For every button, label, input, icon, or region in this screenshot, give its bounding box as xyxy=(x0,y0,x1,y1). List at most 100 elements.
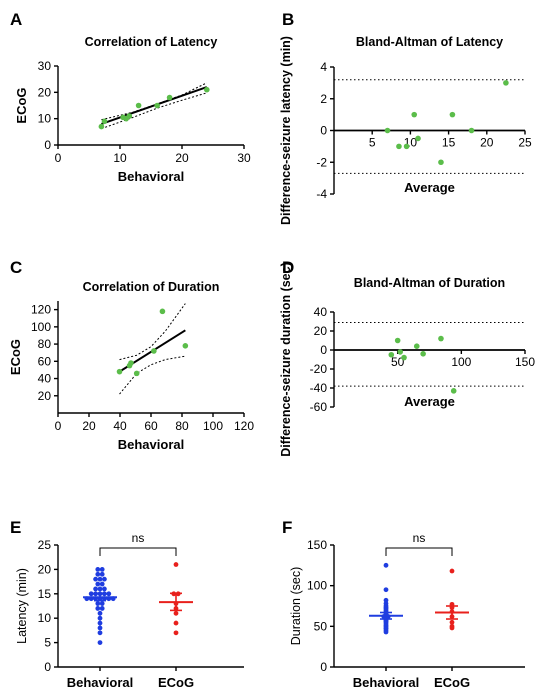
data-point xyxy=(97,620,103,626)
confidence-band-lower xyxy=(119,355,186,395)
data-point xyxy=(411,111,418,118)
data-point xyxy=(173,562,179,567)
data-point xyxy=(95,567,101,572)
y-axis-label: Latency (min) xyxy=(15,568,29,644)
data-point xyxy=(93,586,98,592)
x-tick-label: 40 xyxy=(113,419,127,433)
data-point xyxy=(394,337,401,344)
data-point xyxy=(449,111,456,118)
x-tick-label: 50 xyxy=(391,355,405,369)
y-tick-label: -20 xyxy=(310,362,328,376)
data-point xyxy=(182,343,189,349)
x-tick-label: 20 xyxy=(480,136,494,150)
y-tick-label: 15 xyxy=(38,587,52,601)
y-axis-label: Difference-seizure latency (min) xyxy=(279,36,293,225)
y-tick-label: 0 xyxy=(44,138,51,152)
y-tick-label: 0 xyxy=(320,343,327,357)
x-tick-label: 10 xyxy=(113,151,127,165)
significance-label: ns xyxy=(132,531,145,545)
x-tick-label: 15 xyxy=(442,136,456,150)
data-point xyxy=(396,143,402,150)
data-point xyxy=(173,630,179,636)
y-tick-label: 10 xyxy=(38,611,52,625)
y-tick-label: -2 xyxy=(316,155,327,169)
y-axis-label: Difference-seizure duration (sec) xyxy=(279,262,293,457)
y-tick-label: -4 xyxy=(316,187,327,201)
chart-title: Bland-Altman of Latency xyxy=(356,35,503,49)
x-axis-label: Average xyxy=(404,180,455,195)
data-point xyxy=(102,586,107,592)
panel-label-c: C xyxy=(10,258,22,277)
x-tick-label: 100 xyxy=(203,419,223,433)
y-axis-label: ECoG xyxy=(14,87,29,123)
data-point xyxy=(126,113,133,119)
data-point xyxy=(383,629,389,635)
y-tick-label: 30 xyxy=(38,59,52,73)
data-point xyxy=(133,370,140,377)
data-point xyxy=(397,349,404,355)
data-point xyxy=(449,619,455,625)
y-tick-label: 20 xyxy=(38,562,52,576)
data-point xyxy=(99,606,105,611)
data-point xyxy=(102,576,107,582)
data-point xyxy=(101,118,108,125)
data-point xyxy=(388,351,395,358)
data-point xyxy=(384,127,391,134)
panel-label-b: B xyxy=(282,10,294,29)
data-point xyxy=(97,630,103,636)
data-point xyxy=(99,581,105,587)
data-point xyxy=(116,368,123,375)
x-tick-label: 20 xyxy=(175,151,189,165)
x-axis-label: Behavioral xyxy=(118,169,184,184)
data-point xyxy=(383,587,389,593)
data-point xyxy=(438,159,444,166)
data-point xyxy=(383,562,389,568)
chart-title: Correlation of Duration xyxy=(83,280,220,294)
data-point xyxy=(154,102,160,109)
data-point xyxy=(95,606,101,611)
x-tick-label: 60 xyxy=(144,419,158,433)
data-point xyxy=(204,86,210,93)
data-point xyxy=(97,640,103,645)
significance-bracket xyxy=(99,547,177,556)
y-tick-label: 150 xyxy=(307,538,327,552)
data-point xyxy=(95,601,101,606)
data-point xyxy=(413,343,420,350)
data-point xyxy=(99,567,105,572)
data-point xyxy=(97,576,103,582)
x-axis-label: Average xyxy=(404,394,455,409)
data-point xyxy=(159,308,166,315)
y-tick-label: 40 xyxy=(38,372,52,386)
x-tick-label: 20 xyxy=(82,419,96,433)
chart-title: Bland-Altman of Duration xyxy=(354,276,505,290)
x-tick-label: 0 xyxy=(55,419,62,433)
y-tick-label: 40 xyxy=(314,305,328,319)
data-point xyxy=(97,625,103,631)
x-tick-label: 5 xyxy=(369,136,376,150)
y-tick-label: 120 xyxy=(31,303,51,317)
y-axis-label: ECoG xyxy=(8,339,23,375)
data-point xyxy=(98,123,105,130)
data-point xyxy=(449,568,455,574)
data-point xyxy=(97,586,103,592)
x-tick-label: 0 xyxy=(55,151,62,165)
y-tick-label: 60 xyxy=(38,354,52,368)
data-point xyxy=(450,388,457,394)
y-tick-label: 0 xyxy=(320,124,327,138)
y-tick-label: 0 xyxy=(320,660,327,674)
y-tick-label: 100 xyxy=(307,579,327,593)
data-point xyxy=(99,571,105,577)
y-tick-label: 20 xyxy=(38,389,52,403)
confidence-band-upper xyxy=(101,82,208,121)
y-tick-label: 25 xyxy=(38,538,52,552)
data-point xyxy=(420,351,426,357)
significance-bracket xyxy=(385,547,453,556)
data-point xyxy=(415,135,421,142)
category-label: ECoG xyxy=(434,675,470,690)
category-label: ECoG xyxy=(158,675,194,690)
data-point xyxy=(401,354,407,361)
significance-label: ns xyxy=(413,531,426,545)
data-point xyxy=(438,335,444,342)
x-tick-label: 150 xyxy=(515,355,535,369)
